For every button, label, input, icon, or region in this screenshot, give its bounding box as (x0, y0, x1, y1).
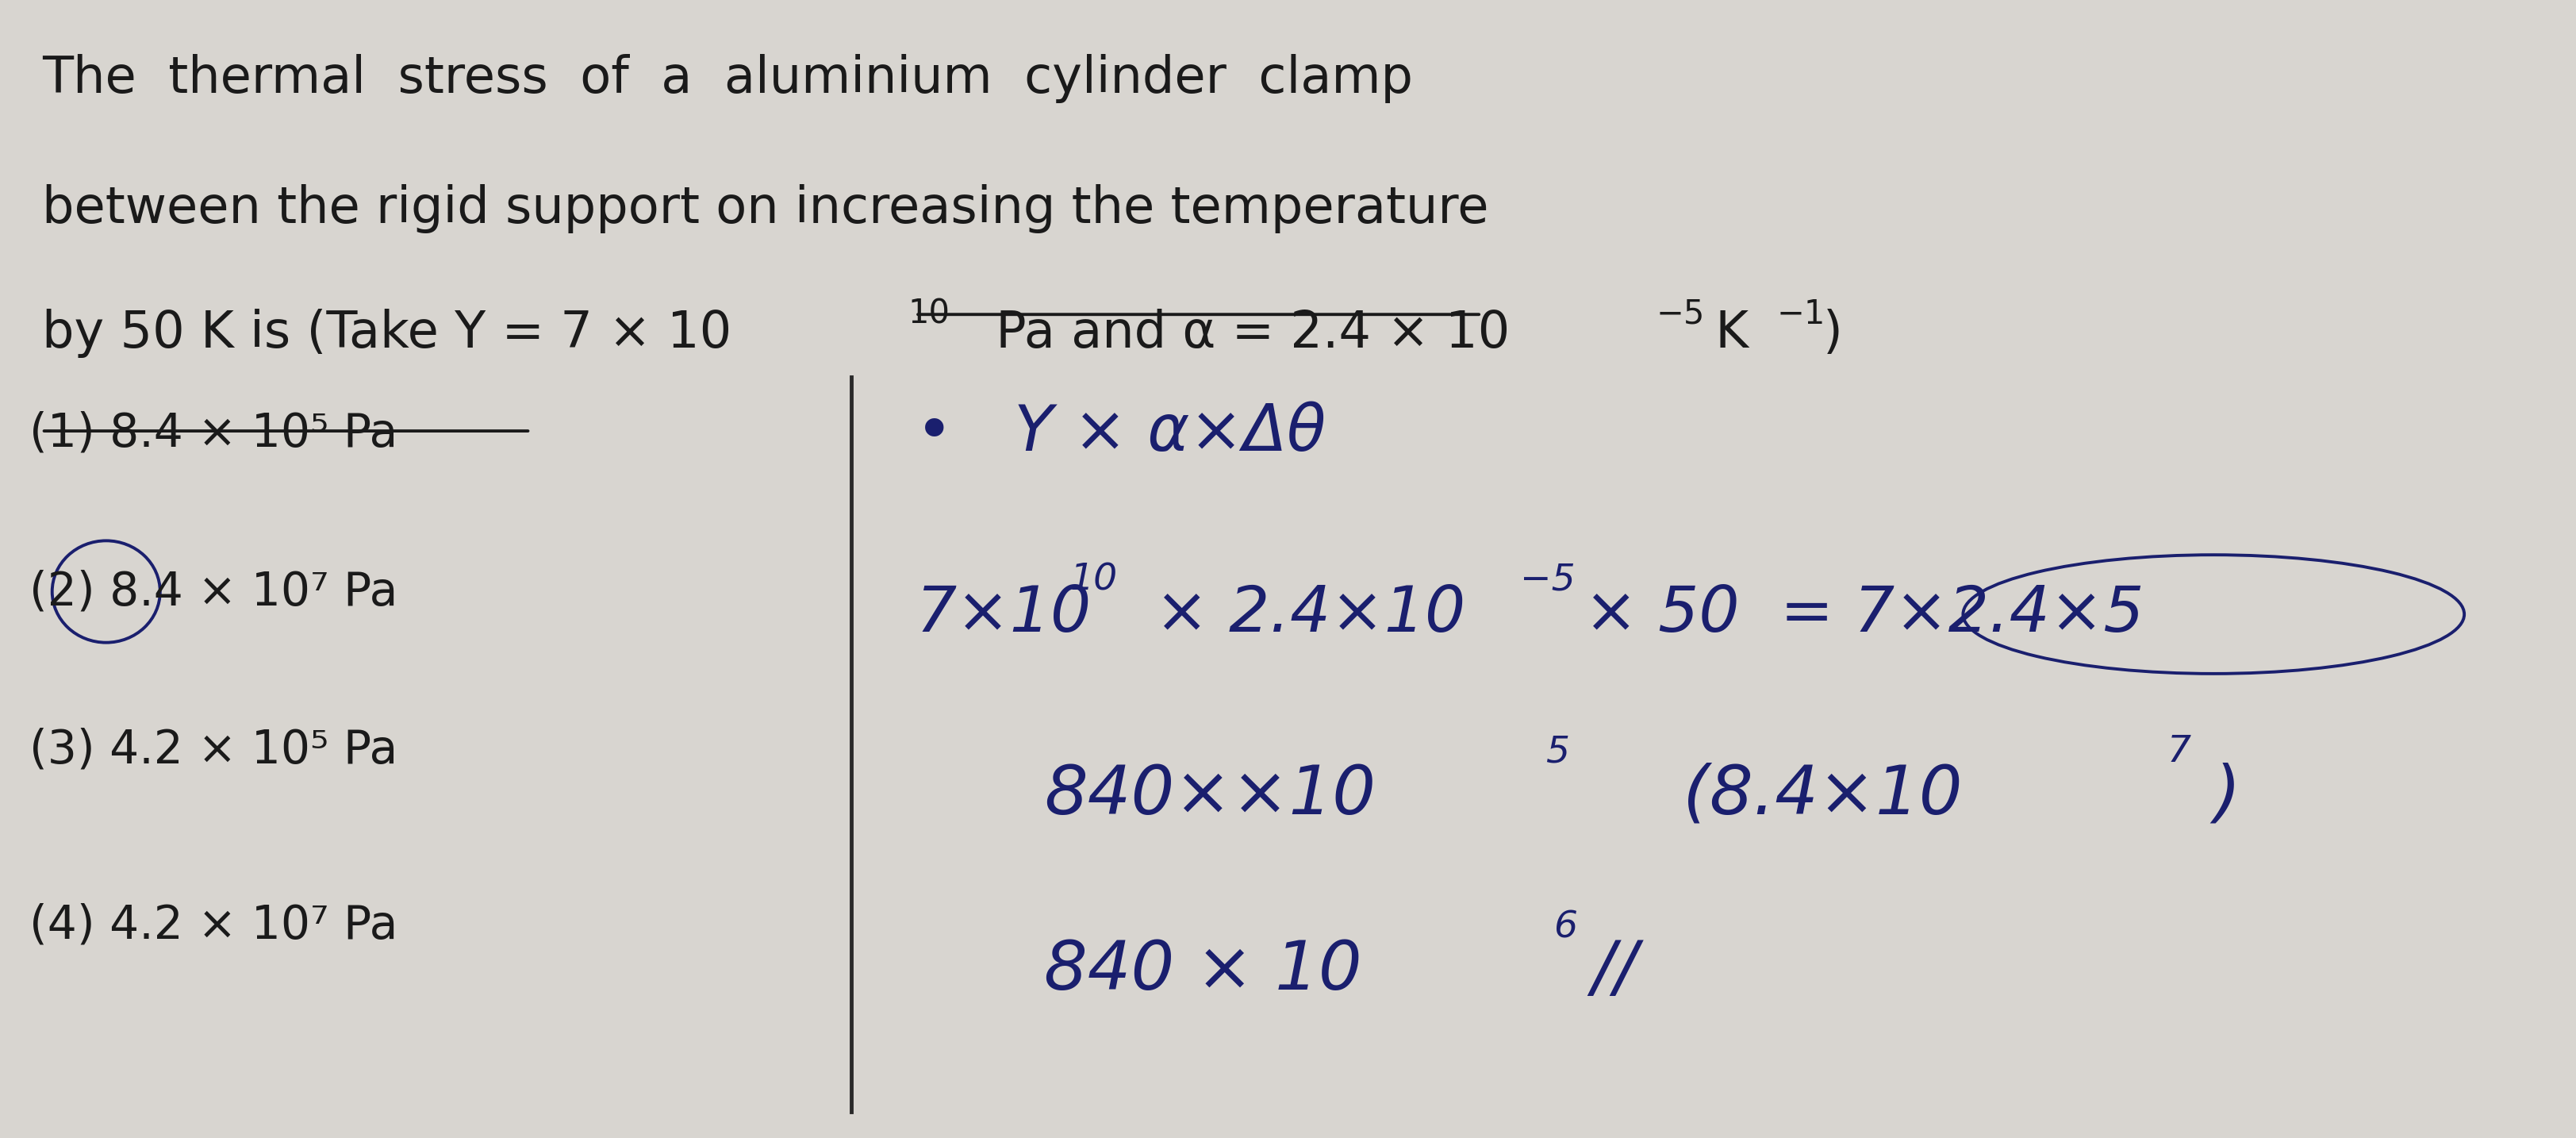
Text: (1) 8.4 × 10⁵ Pa: (1) 8.4 × 10⁵ Pa (28, 411, 397, 456)
Text: •   Y × α×Δθ: • Y × α×Δθ (914, 403, 1327, 464)
Text: 6: 6 (1553, 909, 1577, 946)
Text: K: K (1700, 308, 1749, 358)
Text: by 50 K is (Take Y = 7 × 10: by 50 K is (Take Y = 7 × 10 (41, 308, 732, 358)
Text: (4) 4.2 × 10⁷ Pa: (4) 4.2 × 10⁷ Pa (28, 902, 397, 948)
Text: −5: −5 (1656, 297, 1705, 331)
Text: The  thermal  stress  of  a  aluminium  cylinder  clamp: The thermal stress of a aluminium cylind… (41, 55, 1412, 104)
Text: 7×10: 7×10 (914, 584, 1090, 645)
Text: 10: 10 (907, 297, 951, 331)
Text: (3) 4.2 × 10⁵ Pa: (3) 4.2 × 10⁵ Pa (28, 727, 397, 773)
Text: 5: 5 (1546, 734, 1569, 770)
Text: (2) 8.4 × 10⁷ Pa: (2) 8.4 × 10⁷ Pa (28, 569, 397, 615)
Text: −1: −1 (1777, 297, 1824, 331)
Text: 10: 10 (1069, 562, 1118, 599)
Text: 7: 7 (2166, 734, 2190, 770)
Text: (8.4×10: (8.4×10 (1662, 762, 1960, 828)
Text: //: // (1592, 938, 1638, 1004)
Text: Pa and α = 2.4 × 10: Pa and α = 2.4 × 10 (979, 308, 1510, 358)
Text: × 2.4×10: × 2.4×10 (1154, 584, 1466, 645)
Text: × 50  = 7×2.4×5: × 50 = 7×2.4×5 (1584, 584, 2143, 645)
Text: ): ) (1821, 308, 1842, 358)
Text: between the rigid support on increasing the temperature: between the rigid support on increasing … (41, 184, 1489, 233)
Text: 840 × 10: 840 × 10 (1043, 938, 1363, 1004)
Text: 840××10: 840××10 (1043, 762, 1376, 828)
Text: −5: −5 (1520, 562, 1574, 599)
Text: ): ) (2213, 762, 2239, 828)
